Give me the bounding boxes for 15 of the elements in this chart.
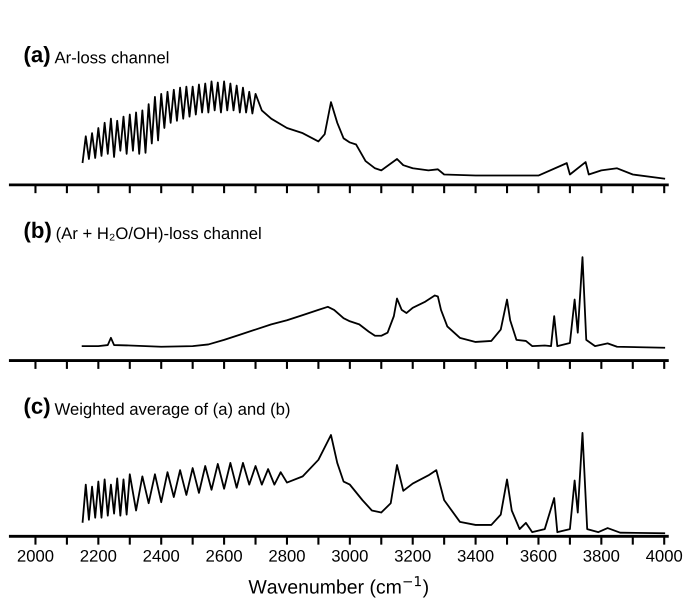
chart-title: (b) (Ar + H₂O/OH)-loss channel — [24, 222, 261, 242]
x-tick-label: 2800 — [269, 550, 305, 562]
x-tick-label: 4000 — [646, 550, 682, 562]
x-tick-label: 3400 — [458, 550, 494, 562]
x-tick-label: 3000 — [332, 550, 368, 562]
chart-title: (c) Weighted average of (a) and (b) — [24, 397, 290, 418]
x-tick-label: 3800 — [583, 550, 620, 562]
x-axis-title: Wavenumber (cm$^{−1}$) — [248, 576, 428, 598]
x-tick-label: 2600 — [206, 550, 242, 562]
x-tick-label: 2000 — [18, 550, 54, 562]
x-tick-label: 3200 — [394, 550, 431, 562]
x-tick-label: 2400 — [144, 550, 180, 562]
x-tick-label: 2200 — [80, 550, 116, 562]
chart-title: (a) Ar-loss channel — [24, 46, 168, 67]
x-tick-label: 3600 — [520, 550, 556, 562]
